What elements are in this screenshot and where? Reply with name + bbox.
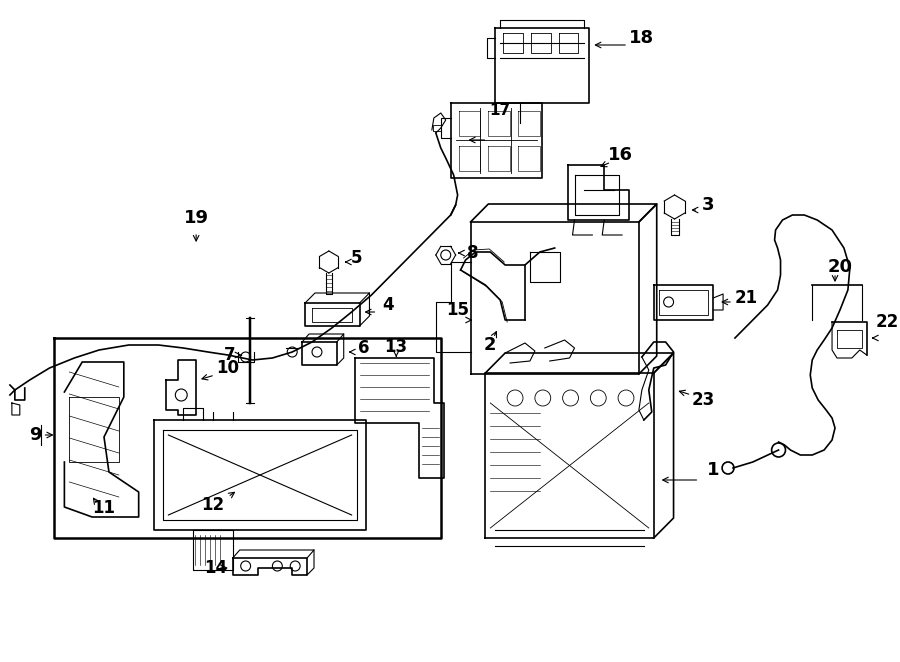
Text: 13: 13 [384,338,408,356]
Text: 3: 3 [702,196,715,214]
Text: 10: 10 [216,359,239,377]
Text: 15: 15 [446,301,469,319]
Text: 2: 2 [484,336,497,354]
Text: 4: 4 [382,296,394,314]
Text: 16: 16 [608,146,633,164]
Text: 14: 14 [204,559,228,577]
Text: 6: 6 [358,339,369,357]
Text: 23: 23 [691,391,715,409]
Text: 22: 22 [876,313,899,331]
Text: 20: 20 [827,258,852,276]
Text: 11: 11 [93,499,115,517]
Text: 9: 9 [30,426,42,444]
Text: 8: 8 [467,244,478,262]
Text: 5: 5 [351,249,363,267]
Text: 21: 21 [734,289,758,307]
Text: 17: 17 [490,103,511,117]
Text: 12: 12 [202,496,224,514]
Text: 1: 1 [706,461,719,479]
Text: 19: 19 [184,209,209,227]
Text: 7: 7 [224,346,236,364]
Text: 18: 18 [629,29,654,47]
